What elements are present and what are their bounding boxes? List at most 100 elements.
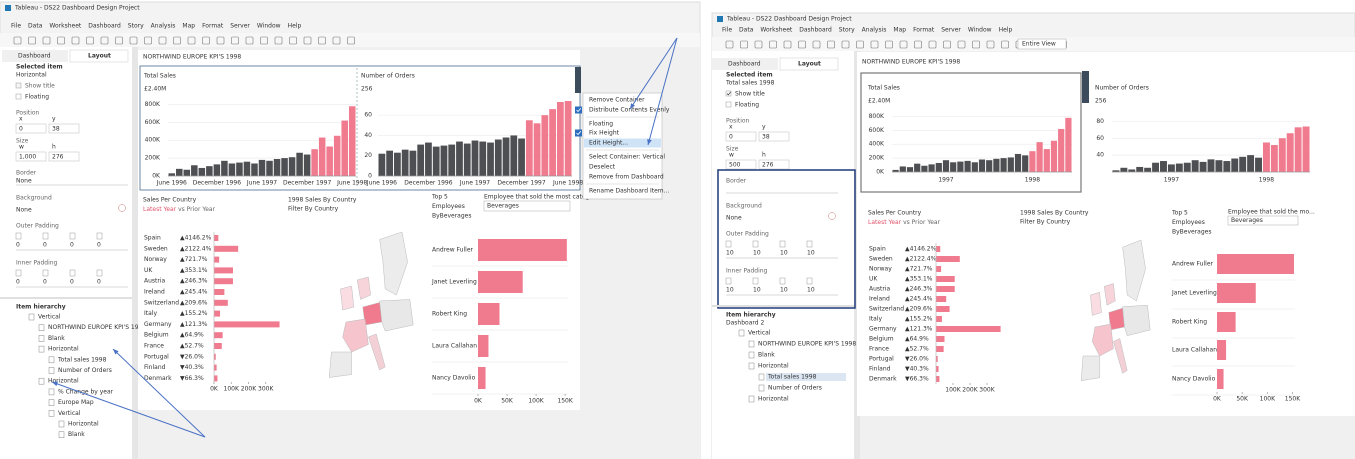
color-picker[interactable] — [118, 204, 126, 212]
toolbar-icon[interactable] — [144, 36, 152, 45]
map-region[interactable] — [1122, 304, 1151, 336]
checkbox[interactable] — [725, 101, 732, 108]
toolbar-icon[interactable] — [870, 40, 879, 49]
tree-item[interactable]: Total sales 1998 — [57, 356, 107, 363]
toolbar-icon[interactable] — [115, 36, 123, 45]
menu-item[interactable]: Deselect — [589, 164, 616, 171]
menu-item[interactable]: Format — [913, 27, 935, 34]
field[interactable] — [725, 159, 757, 170]
tree-item[interactable]: Horizontal — [68, 421, 99, 428]
menu-item[interactable]: Server — [941, 27, 961, 34]
toolbar-icon[interactable] — [57, 36, 65, 45]
toolbar-icon[interactable] — [899, 40, 908, 49]
tree-item[interactable]: Vertical — [748, 330, 771, 337]
toolbar-icon[interactable] — [769, 40, 777, 49]
map-region[interactable] — [1090, 291, 1102, 316]
menu-item[interactable]: Dashboard — [799, 27, 832, 34]
toolbar-icon[interactable] — [158, 36, 167, 45]
menu-item[interactable]: Data — [739, 27, 754, 34]
menu-item[interactable]: Select Container: Vertical — [589, 154, 665, 161]
toolbar-icon[interactable] — [332, 36, 341, 45]
map-region[interactable] — [379, 299, 414, 332]
tree-item[interactable]: Horizontal — [758, 396, 789, 403]
menu-item[interactable]: Data — [28, 23, 43, 30]
tree-item[interactable]: Europe Map — [58, 399, 94, 406]
field[interactable] — [725, 131, 757, 142]
menu-item[interactable]: Help — [999, 27, 1013, 34]
toolbar-icon[interactable] — [798, 40, 806, 49]
toolbar-icon[interactable] — [245, 36, 254, 45]
map-region[interactable] — [1122, 239, 1146, 302]
tree-item[interactable]: Horizontal — [758, 363, 789, 370]
toolbar-icon[interactable] — [28, 36, 36, 45]
menu-item[interactable]: Floating — [589, 121, 613, 128]
tree-item[interactable]: Number of Orders — [768, 385, 822, 392]
view-dropdown[interactable] — [1017, 38, 1067, 50]
menu-item[interactable]: Worksheet — [49, 23, 82, 30]
toolbar-icon[interactable] — [260, 36, 268, 45]
toolbar-icon[interactable] — [303, 36, 312, 45]
tree-item[interactable]: Vertical — [58, 410, 81, 417]
field[interactable] — [48, 151, 80, 162]
color-picker[interactable] — [828, 212, 836, 220]
filter-dropdown[interactable] — [1227, 215, 1299, 226]
menu-item[interactable]: Window — [968, 27, 992, 34]
menu-item[interactable]: Distribute Contents Evenly — [589, 107, 670, 114]
tree-item[interactable]: Blank — [48, 335, 65, 342]
menu-item[interactable]: Remove Container — [589, 97, 645, 104]
toolbar-icon[interactable] — [347, 36, 355, 45]
menu-item[interactable]: Dashboard — [88, 23, 121, 30]
tab-label[interactable]: Dashboard — [728, 61, 761, 68]
toolbar-icon[interactable] — [289, 36, 297, 45]
toolbar-icon[interactable] — [13, 36, 22, 45]
toolbar-icon[interactable] — [914, 40, 922, 49]
menu-item[interactable]: Remove from Dashboard — [589, 174, 664, 181]
field[interactable] — [15, 123, 47, 134]
toolbar-icon[interactable] — [231, 36, 239, 45]
toolbar-icon[interactable] — [754, 40, 763, 49]
map-region[interactable] — [356, 276, 371, 300]
toolbar-icon[interactable] — [187, 36, 196, 45]
toolbar-icon[interactable] — [986, 40, 995, 49]
map-region[interactable] — [379, 231, 408, 296]
map-region[interactable] — [328, 351, 352, 378]
toolbar-icon[interactable] — [173, 36, 181, 45]
toolbar-icon[interactable] — [812, 40, 821, 49]
toolbar-icon[interactable] — [86, 36, 94, 45]
tree-item[interactable]: Horizontal — [48, 378, 79, 385]
toolbar-icon[interactable] — [943, 40, 951, 49]
tab-label[interactable]: Layout — [88, 53, 111, 60]
tab-label[interactable]: Layout — [798, 61, 821, 68]
tree-item[interactable]: Horizontal — [48, 346, 79, 353]
tree-item[interactable]: Number of Orders — [58, 367, 112, 374]
menu-item[interactable]: Analysis — [151, 23, 176, 30]
toolbar-icon[interactable] — [856, 40, 864, 49]
menu-item[interactable]: Story — [128, 23, 144, 30]
map-region[interactable] — [1103, 283, 1116, 306]
menu-item[interactable]: Fix Height — [589, 130, 620, 137]
tree-item[interactable]: Vertical — [38, 314, 61, 321]
toolbar-icon[interactable] — [972, 40, 980, 49]
menu-item[interactable]: Map — [893, 27, 906, 34]
toolbar-icon[interactable] — [841, 40, 850, 49]
map-region[interactable] — [1113, 338, 1128, 374]
menu-item[interactable]: File — [11, 23, 21, 30]
tree-item[interactable]: Total sales 1998 — [767, 374, 817, 381]
field[interactable] — [758, 131, 790, 142]
toolbar-icon[interactable] — [216, 36, 225, 45]
menu-item[interactable]: Format — [202, 23, 224, 30]
toolbar-icon[interactable] — [725, 40, 734, 49]
toolbar-icon[interactable] — [827, 40, 835, 49]
toolbar-icon[interactable] — [42, 36, 51, 45]
menu-item[interactable]: Worksheet — [760, 27, 793, 34]
map-region[interactable] — [1091, 323, 1114, 357]
toolbar-icon[interactable] — [129, 36, 138, 45]
menu-item[interactable]: Analysis — [862, 27, 887, 34]
checkbox[interactable] — [15, 93, 22, 100]
toolbar-icon[interactable] — [928, 40, 937, 49]
tree-item[interactable]: % Change by year — [58, 388, 114, 395]
map-region[interactable] — [342, 318, 369, 353]
toolbar-icon[interactable] — [318, 36, 326, 45]
map-region[interactable] — [368, 333, 386, 371]
map-region[interactable] — [1080, 355, 1100, 381]
